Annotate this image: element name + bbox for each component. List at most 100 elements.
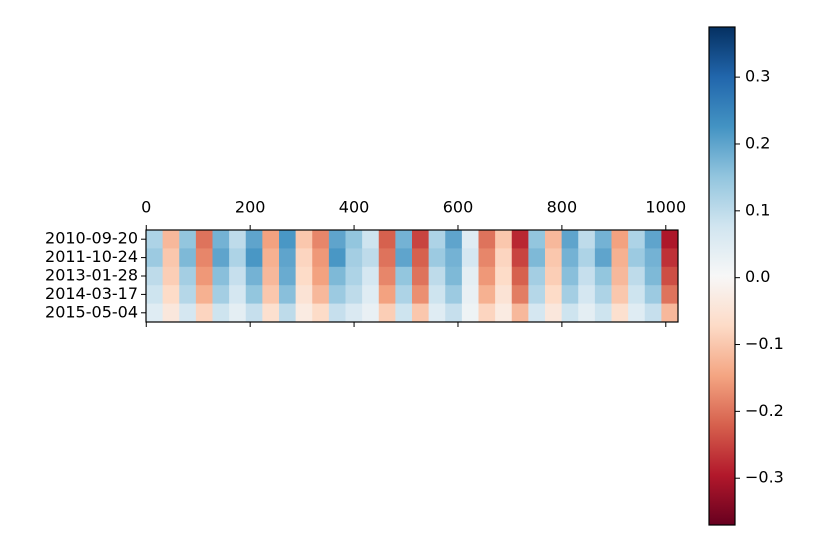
heatmap-cell [644, 248, 662, 268]
heatmap-cell [561, 248, 579, 268]
heatmap-cell [262, 285, 280, 304]
heatmap-cell [279, 303, 297, 323]
heatmap-cell [445, 248, 463, 268]
heatmap-cell [495, 303, 513, 323]
y-tick-label: 2010-09-20 [45, 229, 138, 248]
heatmap-cell [295, 303, 313, 323]
heatmap-cell [561, 230, 579, 249]
heatmap-cell [528, 285, 546, 304]
heatmap-cell [428, 266, 446, 286]
heatmap-cell [578, 285, 596, 304]
heatmap-cell [362, 230, 380, 249]
heatmap-cell [495, 230, 513, 249]
heatmap-cell [362, 303, 380, 323]
heatmap-cell [195, 266, 213, 286]
heatmap-cell [362, 248, 380, 268]
heatmap-cell [461, 303, 479, 323]
heatmap-cell [146, 266, 164, 286]
heatmap-cell [146, 285, 164, 304]
colorbar-tick-label: −0.1 [745, 334, 784, 353]
heatmap-cell [461, 230, 479, 249]
heatmap-cell [179, 266, 197, 286]
heatmap-cell [345, 285, 363, 304]
heatmap-cell [628, 230, 646, 249]
heatmap-cell [279, 285, 297, 304]
heatmap-cell [262, 266, 280, 286]
heatmap-cell [545, 248, 563, 268]
y-tick-label: 2013-01-28 [45, 266, 138, 285]
heatmap-cell [578, 266, 596, 286]
heatmap-cell [395, 230, 413, 249]
heatmap-cell [412, 248, 430, 268]
heatmap-cell [262, 230, 280, 249]
heatmap-cell [545, 266, 563, 286]
colorbar-tick-label: 0.3 [745, 67, 770, 86]
x-tick-label: 200 [235, 198, 266, 217]
heatmap-cell [212, 248, 230, 268]
heatmap-cell [428, 248, 446, 268]
heatmap-cell [495, 248, 513, 268]
heatmap-cell [661, 230, 679, 249]
heatmap-cell [611, 248, 629, 268]
colorbar-tick-label: 0.1 [745, 200, 770, 219]
heatmap-cell [345, 266, 363, 286]
heatmap-cell [245, 266, 263, 286]
heatmap-cell [245, 285, 263, 304]
heatmap-cell [528, 303, 546, 323]
heatmap-cell [545, 230, 563, 249]
heatmap-cell [644, 230, 662, 249]
heatmap-cell [628, 303, 646, 323]
heatmap-cell [378, 230, 396, 249]
heatmap-cell [295, 285, 313, 304]
heatmap-cell [262, 303, 280, 323]
heatmap-cell [212, 266, 230, 286]
heatmap-cell [412, 230, 430, 249]
heatmap-cell [594, 248, 612, 268]
heatmap-cell [395, 303, 413, 323]
heatmap-cell [295, 230, 313, 249]
heatmap-cell [378, 285, 396, 304]
heatmap-cell [212, 303, 230, 323]
x-tick-label: 1000 [645, 198, 686, 217]
heatmap-cell [412, 266, 430, 286]
heatmap-cell [611, 266, 629, 286]
heatmap-cell [195, 248, 213, 268]
heatmap-cell [478, 266, 496, 286]
heatmap-cell [279, 230, 297, 249]
heatmap-cell [179, 303, 197, 323]
heatmap-cell [245, 230, 263, 249]
x-tick-label: 400 [339, 198, 370, 217]
heatmap-cell [445, 266, 463, 286]
heatmap-cell [162, 285, 180, 304]
heatmap-cell [328, 303, 346, 323]
heatmap-cell [495, 266, 513, 286]
heatmap-cell [312, 303, 330, 323]
heatmap-cell [195, 230, 213, 249]
heatmap-cell [179, 248, 197, 268]
colorbar-tick-label: 0.2 [745, 133, 770, 152]
heatmap-cell [445, 285, 463, 304]
heatmap-cell [611, 303, 629, 323]
heatmap-cell [229, 285, 247, 304]
x-tick-label: 0 [141, 198, 151, 217]
heatmap-cell [328, 230, 346, 249]
heatmap-cell [611, 230, 629, 249]
heatmap-cell [195, 285, 213, 304]
colorbar-tick-label: −0.2 [745, 401, 784, 420]
heatmap-cell [661, 266, 679, 286]
heatmap-cell [312, 230, 330, 249]
heatmap-cell [395, 266, 413, 286]
heatmap-cell [545, 285, 563, 304]
heatmap-cell [628, 248, 646, 268]
heatmap-cell [312, 285, 330, 304]
heatmap-cell [245, 303, 263, 323]
heatmap-cell [661, 303, 679, 323]
heatmap-cell [528, 230, 546, 249]
y-tick-label: 2014-03-17 [45, 284, 138, 303]
heatmap-cell [229, 248, 247, 268]
heatmap-cell [578, 303, 596, 323]
heatmap-cell [461, 285, 479, 304]
y-tick-label: 2015-05-04 [45, 302, 138, 321]
heatmap-cell [312, 266, 330, 286]
heatmap-cell [561, 266, 579, 286]
